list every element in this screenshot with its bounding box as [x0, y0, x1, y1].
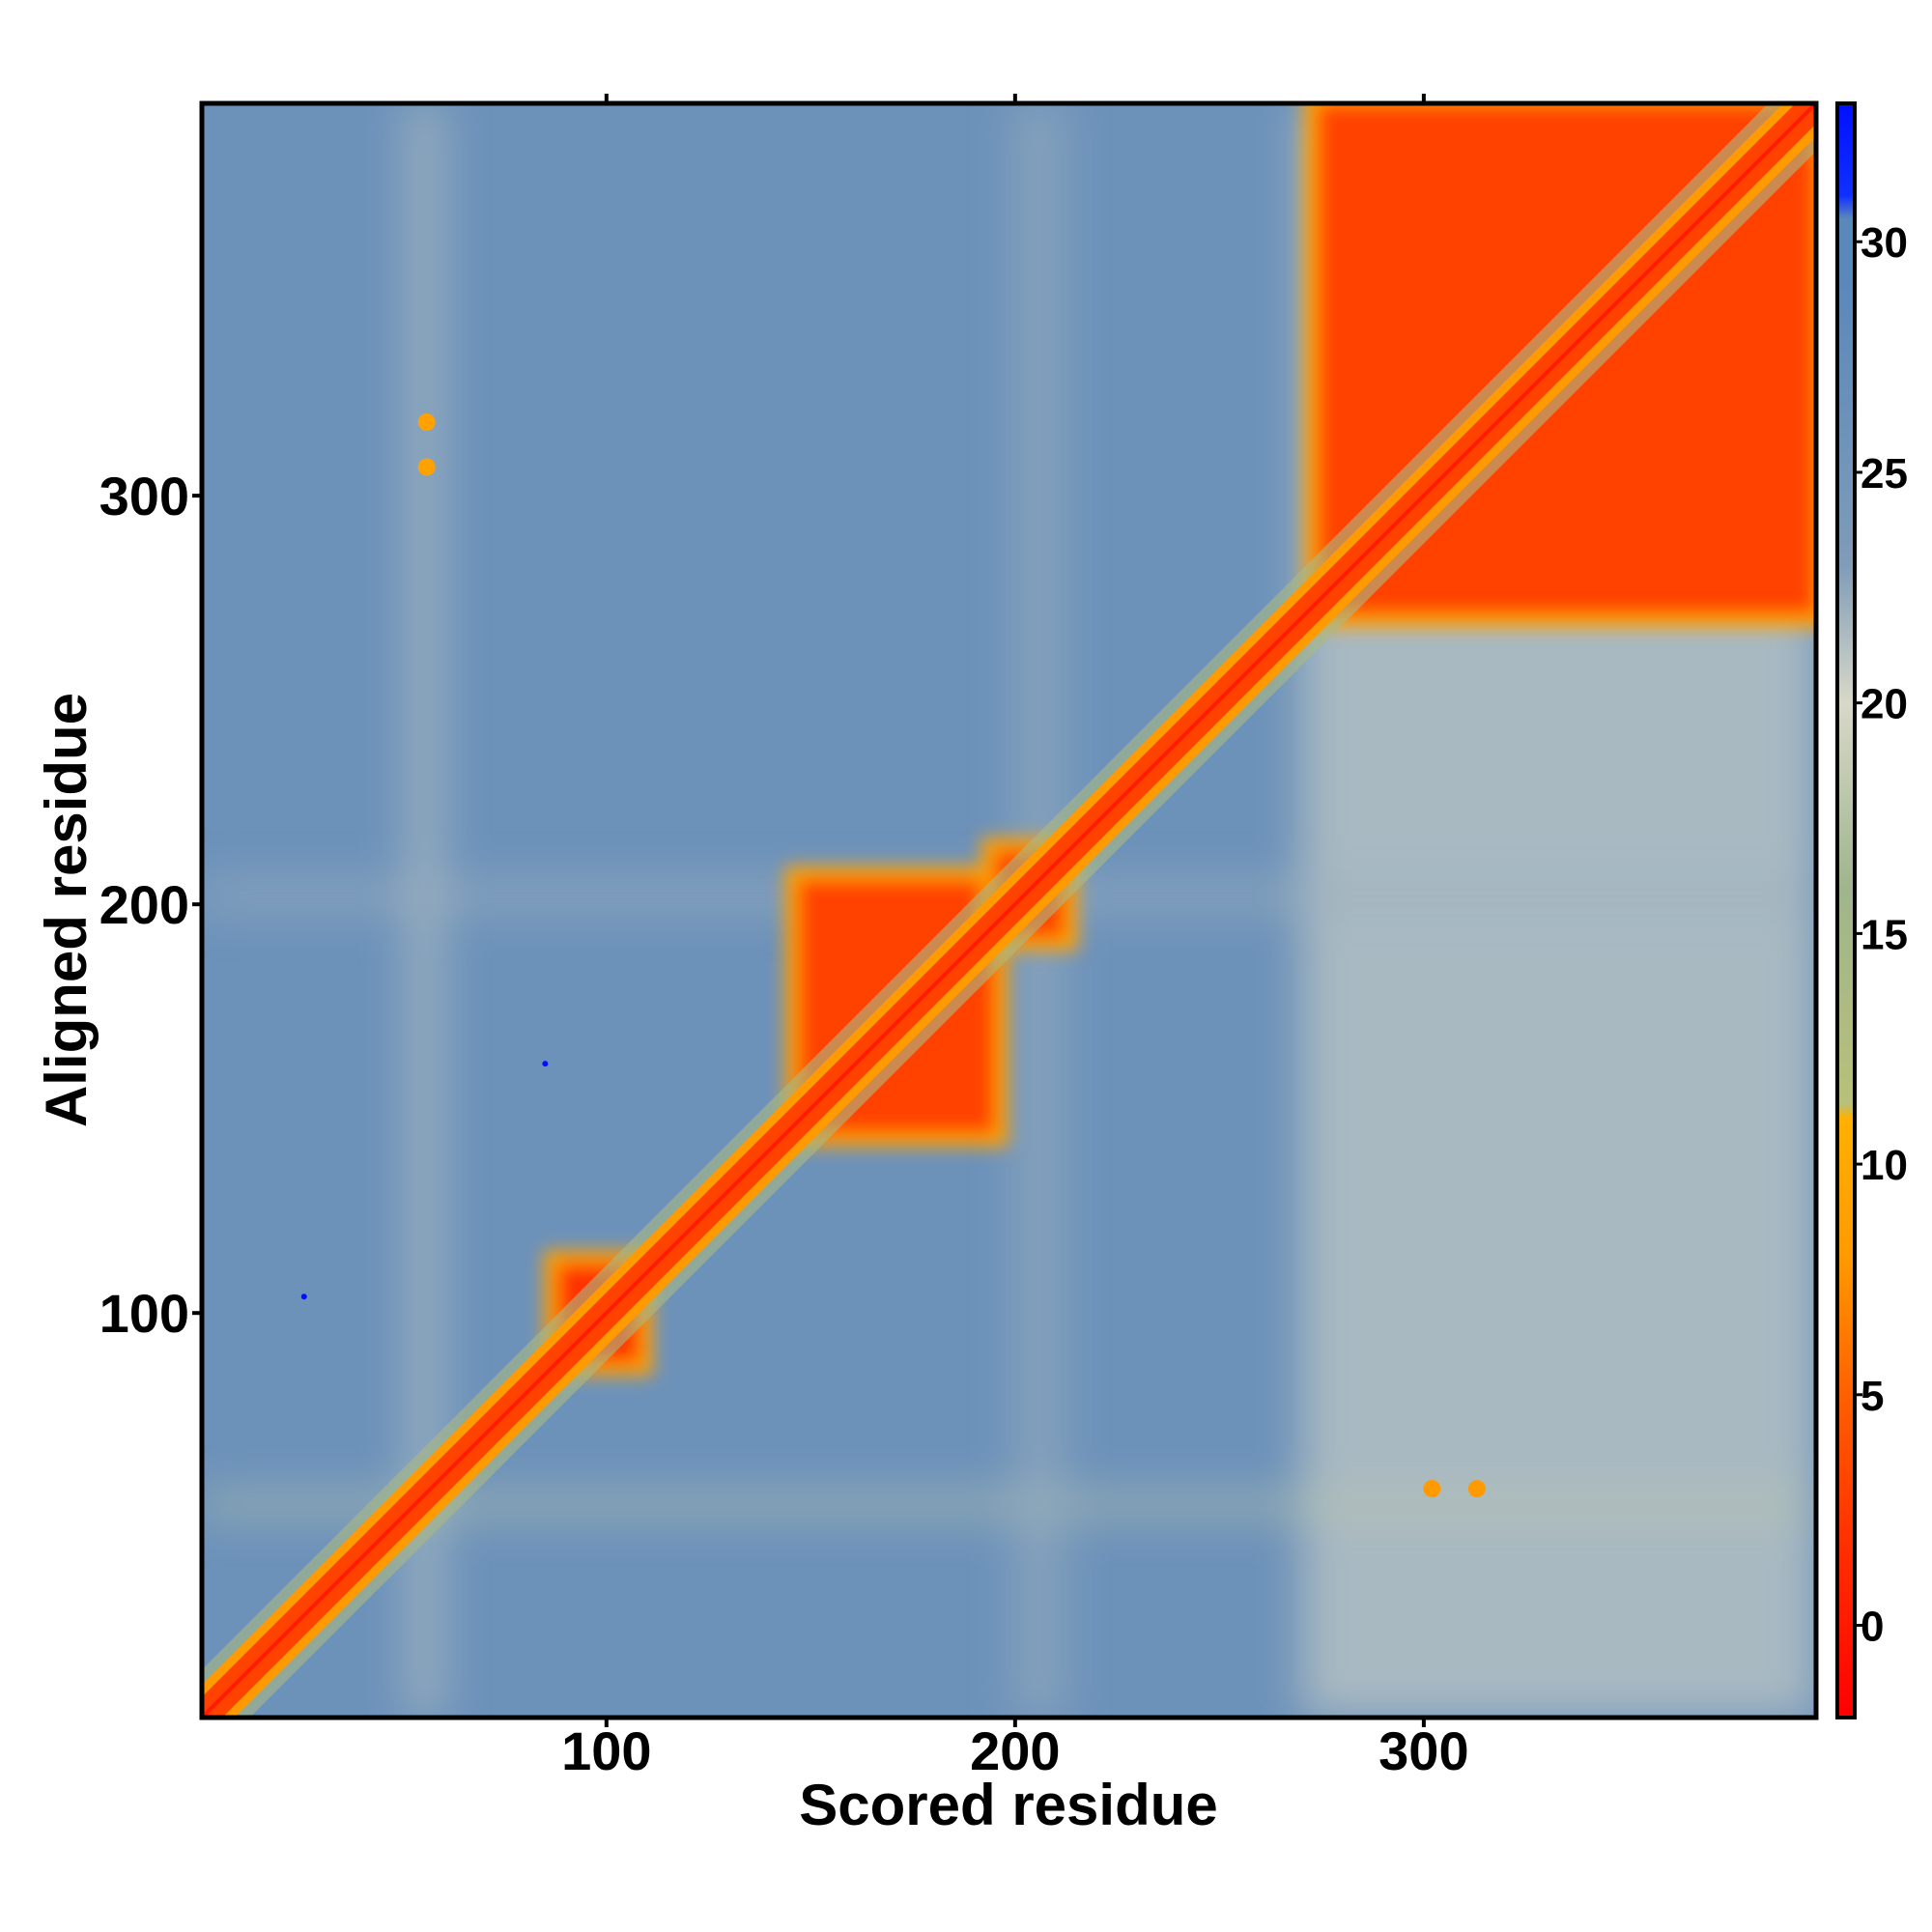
x-tick-label: 200: [970, 1720, 1060, 1781]
heatmap-spot-12: [1423, 1480, 1441, 1498]
heatmap-spots: [300, 412, 1486, 1498]
x-tick-label: 300: [1378, 1720, 1468, 1781]
heatmap-spot-11: [417, 458, 436, 476]
colorbar-tick-label: 15: [1861, 911, 1908, 958]
heatmap-diagonal: [202, 103, 1816, 1718]
heatmap-spot-15: [542, 1061, 549, 1067]
colorbar-tick-label: 30: [1861, 219, 1908, 267]
colorbar-tick-label: 10: [1861, 1142, 1908, 1189]
heatmap-plot-area: [202, 103, 1816, 1718]
plot-frame: [199, 100, 1819, 1720]
y-tick-label: 100: [99, 1283, 189, 1344]
y-axis-ticks: 100 200 300: [99, 466, 202, 1344]
colorbar-tick-label: 5: [1861, 1373, 1884, 1420]
y-axis-title: Aligned residue: [34, 693, 99, 1127]
heatmap-band-7: [202, 1492, 1816, 1518]
heatmap-spot-10: [417, 412, 436, 431]
x-axis-title: Scored residue: [799, 1773, 1218, 1837]
heatmap-diagonal-line: [202, 103, 1816, 1718]
colorbar: 0 5 10 15 20 25 30: [1835, 101, 1908, 1719]
colorbar-tick-label: 25: [1861, 450, 1908, 497]
colorbar-gradient: [1835, 101, 1857, 1719]
x-axis-ticks: 100 200 300: [561, 94, 1469, 1781]
colorbar-ticks: 0 5 10 15 20 25 30: [1855, 219, 1908, 1651]
y-tick-label: 300: [99, 466, 189, 526]
heatmap-spot-14: [300, 1293, 307, 1300]
heatmap-spot-13: [1467, 1480, 1486, 1498]
colorbar-tick-label: 20: [1861, 681, 1908, 728]
x-tick-label: 100: [561, 1720, 651, 1781]
colorbar-tick-label: 0: [1861, 1604, 1884, 1651]
y-tick-label: 200: [99, 874, 189, 935]
